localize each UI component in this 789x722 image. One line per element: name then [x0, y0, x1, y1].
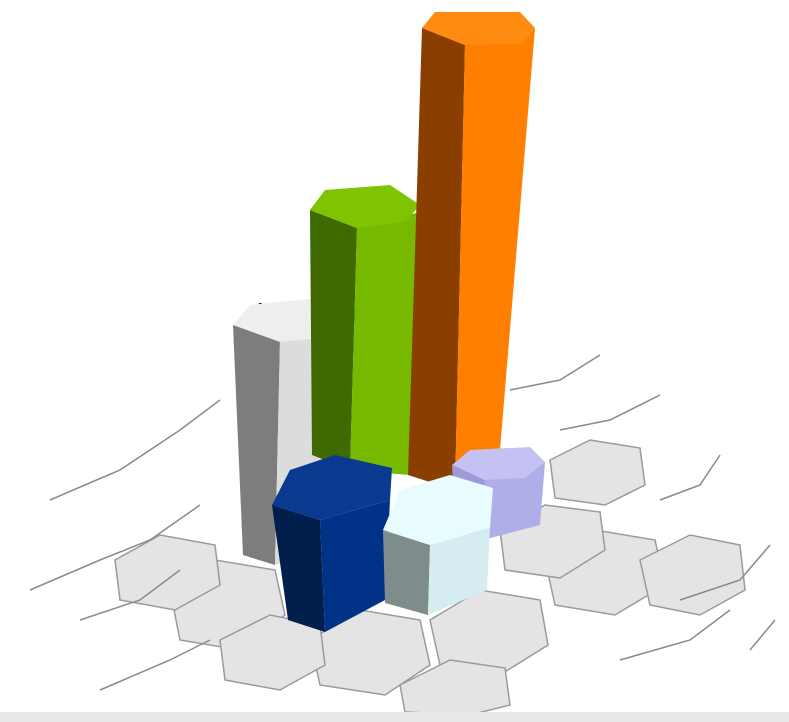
orange-column: [408, 12, 535, 490]
bottom-strip: [0, 712, 789, 722]
cyan-column: [383, 475, 493, 615]
navy-column: [272, 455, 392, 632]
green-column: [310, 185, 420, 475]
